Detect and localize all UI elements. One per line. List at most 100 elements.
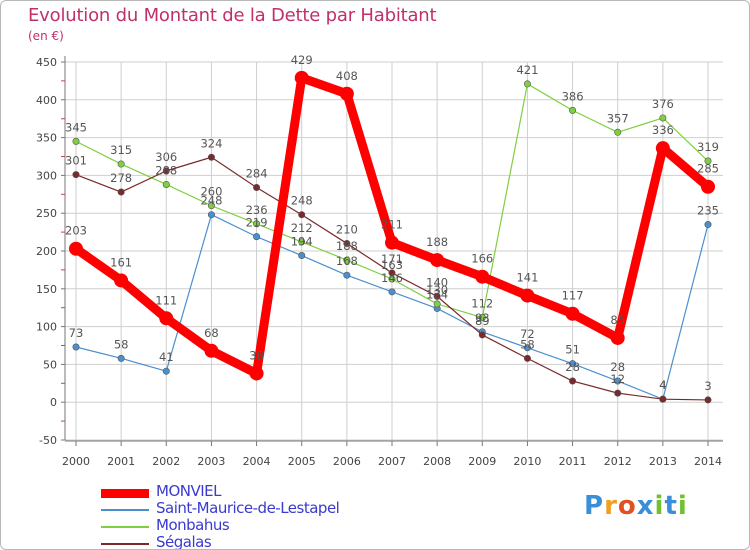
data-label-segalas: 140 — [426, 275, 448, 289]
data-point-monviel — [385, 235, 399, 250]
data-label-monbahus: 421 — [516, 63, 538, 77]
logo-letter: o — [617, 491, 637, 521]
data-point-segalas — [704, 396, 712, 404]
logo-letter: P — [584, 491, 605, 521]
data-point-monviel — [339, 86, 354, 101]
logo-letter: x — [636, 491, 655, 521]
y-tick-label: 200 — [36, 245, 57, 258]
data-point-monbahus — [253, 220, 261, 228]
data-point-saint-maurice-de-lestapel — [207, 211, 215, 219]
legend-label: Ségalas — [156, 533, 212, 550]
data-point-segalas — [117, 188, 125, 196]
data-point-segalas — [569, 377, 577, 385]
data-label-segalas: 58 — [520, 337, 535, 351]
data-point-monbahus — [704, 157, 712, 165]
proxiti-logo: Proxiti — [584, 491, 688, 521]
data-label-segalas: 306 — [155, 150, 177, 164]
logo-letter: r — [604, 491, 618, 521]
data-label-monviel: 429 — [291, 53, 313, 67]
data-point-monbahus — [569, 106, 577, 114]
data-label-segalas: 28 — [565, 360, 580, 374]
data-point-saint-maurice-de-lestapel — [72, 343, 80, 351]
data-label-saint-maurice-de-lestapel: 58 — [114, 337, 129, 351]
data-label-saint-maurice-de-lestapel: 93 — [475, 311, 490, 325]
data-point-segalas — [478, 331, 486, 339]
data-label-monviel: 203 — [65, 224, 87, 238]
data-point-monbahus — [117, 160, 125, 168]
data-label-monbahus: 345 — [65, 120, 87, 134]
x-tick-label: 2008 — [423, 455, 451, 468]
logo-letter: t — [664, 491, 678, 521]
data-point-monviel — [565, 306, 580, 321]
data-point-monbahus — [72, 137, 80, 145]
data-point-monviel — [204, 343, 219, 358]
legend-swatch — [101, 489, 149, 498]
data-point-saint-maurice-de-lestapel — [343, 271, 351, 279]
y-tick-label: 0 — [50, 396, 57, 409]
x-tick-label: 2014 — [694, 455, 722, 468]
data-label-segalas: 4 — [659, 378, 666, 392]
data-point-monbahus — [433, 300, 441, 308]
data-point-monbahus — [207, 202, 215, 210]
data-label-segalas: 284 — [246, 166, 268, 180]
data-label-monbahus: 188 — [336, 239, 358, 253]
data-label-monviel: 161 — [110, 255, 132, 269]
legend-swatch — [101, 526, 149, 528]
y-tick-label: 350 — [36, 132, 57, 145]
y-tick-label: 400 — [36, 94, 57, 107]
data-label-monviel: 111 — [155, 293, 177, 307]
data-label-monviel: 68 — [204, 326, 219, 340]
data-label-monbahus: 357 — [607, 111, 629, 125]
data-label-monbahus: 315 — [110, 143, 132, 157]
y-tick-label: 50 — [43, 358, 57, 371]
data-label-monviel: 166 — [471, 252, 493, 266]
x-tick-label: 2012 — [604, 455, 632, 468]
data-label-monbahus: 260 — [200, 185, 222, 199]
y-tick-label: 300 — [36, 169, 57, 182]
data-point-segalas — [433, 292, 441, 300]
data-point-monbahus — [298, 238, 306, 246]
data-point-saint-maurice-de-lestapel — [298, 252, 306, 260]
data-point-segalas — [388, 269, 396, 277]
y-tick-label: 100 — [36, 321, 57, 334]
data-label-monbahus: 163 — [381, 258, 403, 272]
data-label-saint-maurice-de-lestapel: 248 — [200, 194, 222, 208]
legend-swatch — [101, 509, 149, 511]
data-label-monviel: 188 — [426, 235, 448, 249]
data-label-monviel: 85 — [610, 313, 625, 327]
data-label-segalas: 210 — [336, 222, 358, 236]
data-point-monbahus — [162, 180, 170, 188]
data-point-monviel — [520, 288, 535, 303]
data-label-segalas: 248 — [291, 194, 313, 208]
data-label-saint-maurice-de-lestapel: 28 — [610, 360, 625, 374]
data-label-monviel: 285 — [697, 162, 719, 176]
data-point-monbahus — [659, 114, 667, 122]
legend-label: MONVIEL — [156, 482, 222, 500]
data-point-saint-maurice-de-lestapel — [569, 360, 577, 368]
data-point-monviel — [655, 141, 670, 156]
data-label-monbahus: 288 — [155, 163, 177, 177]
data-point-saint-maurice-de-lestapel — [704, 221, 712, 229]
data-label-segalas: 89 — [475, 314, 490, 328]
data-label-monbahus: 386 — [562, 89, 584, 103]
data-point-monbahus — [614, 128, 622, 136]
data-label-monviel: 117 — [562, 289, 584, 303]
data-label-saint-maurice-de-lestapel: 194 — [291, 235, 313, 249]
data-label-saint-maurice-de-lestapel: 72 — [520, 327, 535, 341]
legend-swatch — [101, 543, 149, 545]
data-label-saint-maurice-de-lestapel: 124 — [426, 287, 448, 301]
x-tick-label: 2010 — [513, 455, 541, 468]
data-point-monviel — [475, 269, 490, 284]
data-label-monbahus: 130 — [426, 283, 448, 297]
data-label-segalas: 12 — [610, 372, 625, 386]
legend-label: Monbahus — [156, 516, 230, 534]
data-point-segalas — [614, 389, 622, 397]
logo-letter: i — [654, 491, 665, 521]
x-tick-label: 2009 — [468, 455, 496, 468]
data-point-segalas — [253, 183, 261, 191]
data-point-monbahus — [343, 256, 351, 264]
data-point-segalas — [207, 153, 215, 161]
data-label-monviel: 141 — [516, 271, 538, 285]
data-label-saint-maurice-de-lestapel: 4 — [659, 378, 666, 392]
